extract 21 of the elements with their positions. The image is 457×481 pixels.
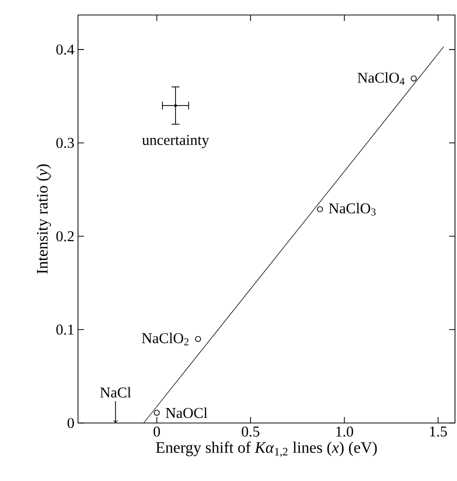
y-tick-label: 0.2 [56, 231, 74, 242]
point [154, 410, 160, 416]
annotation: NaClO$_{4}$ [358, 72, 405, 85]
y-tick-label: 0.3 [56, 138, 74, 148]
point [174, 104, 177, 107]
x-tick-label: 0.5 [242, 426, 260, 437]
x-tick-label: 1.0 [336, 426, 354, 437]
annotation: NaClO$_{2}$ [142, 332, 188, 346]
x-axis-title: Energy shift of Kα$_{1,2}$ lines (x) (eV) [156, 442, 377, 458]
annotation: NaClO$_{3}$ [328, 202, 376, 216]
annotation: NaOCl [166, 407, 208, 418]
text: uncertainty [142, 134, 210, 148]
annotation: NaCl [100, 387, 131, 398]
y-tick-label: 0.4 [56, 44, 74, 55]
point [316, 206, 323, 212]
point [195, 336, 202, 342]
y-tick-label: 0 [68, 418, 74, 428]
x-tick-label: 0 [154, 426, 160, 437]
y-tick-label: 0.1 [56, 324, 74, 335]
point [410, 75, 417, 82]
x-tick-label: 1.5 [430, 426, 447, 437]
